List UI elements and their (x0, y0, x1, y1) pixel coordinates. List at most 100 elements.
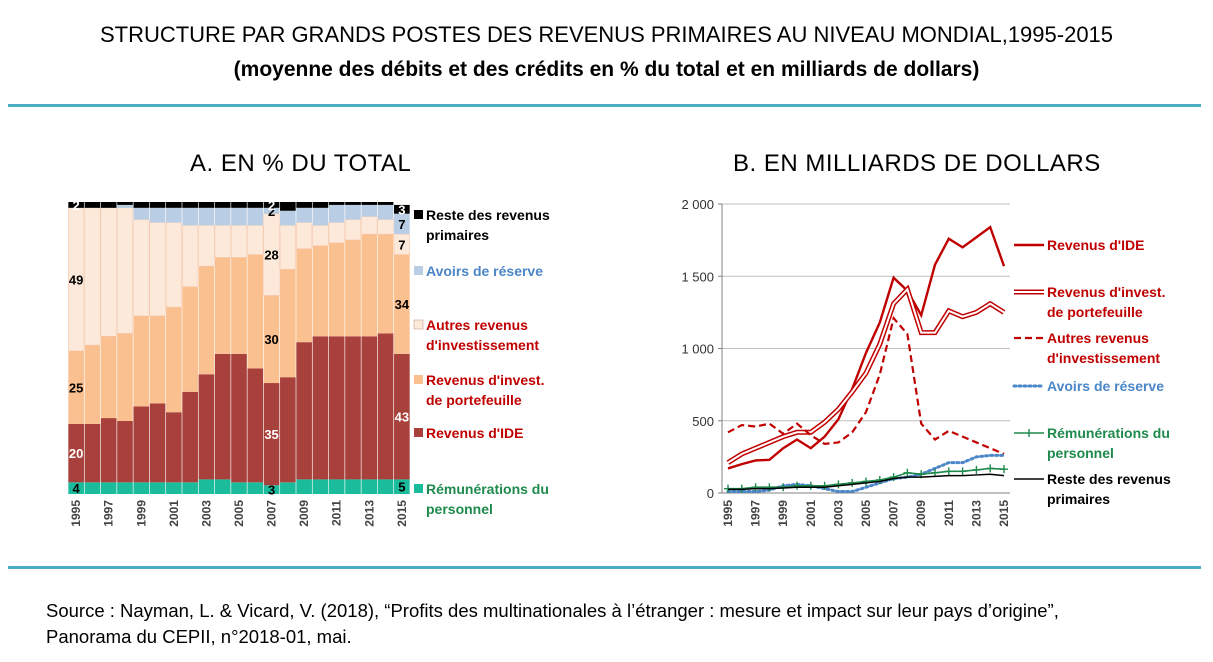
bar-revenus-d-ide-2005 (231, 353, 247, 483)
bar-revenus-d-invest-de-portefeuille-2006 (247, 254, 264, 369)
bar-reste-des-revenus-primaires-2008 (280, 202, 296, 211)
legend-label-autres-revenus-d-investissement-line-2: d'investissement (426, 337, 539, 353)
bar-avoirs-de-reserve-2007 (263, 207, 280, 214)
bar-revenus-d-invest-de-portefeuille-2003 (198, 266, 215, 375)
legend-label-reste-des-revenus-primaires: Reste des revenus (1047, 471, 1171, 487)
bar-remunerations-du-personnel-2003 (198, 479, 215, 494)
bar-avoirs-de-reserve-2005 (231, 207, 247, 226)
line-remunerations-du-personnel-marker-2013 (972, 465, 981, 474)
line-autres-revenus-d-investissement (727, 315, 1005, 455)
x-tick-2003: 2003 (199, 500, 213, 527)
line-remunerations-du-personnel-marker-2006 (875, 475, 884, 484)
y-tick-label-1000: 1 000 (681, 342, 714, 357)
bar-revenus-d-invest-de-portefeuille-2013 (361, 234, 378, 337)
bar-revenus-d-ide-1995 (68, 423, 84, 483)
legend-swatch-revenus-d-ide (414, 428, 423, 437)
x-tick-2011: 2011 (942, 500, 956, 526)
data-label-revenus-d-ide-2015: 43 (395, 410, 409, 425)
legend-label-revenus-d-ide: Revenus d'IDE (1047, 237, 1144, 253)
line-reste-des-revenus-primaires (728, 473, 1005, 491)
bar-remunerations-du-personnel-2011 (328, 479, 345, 494)
legend-label-reste-des-revenus-primaires-line-2: primaires (1047, 491, 1110, 507)
bar-revenus-d-invest-de-portefeuille-1996 (84, 345, 101, 424)
bar-revenus-d-ide-2009 (296, 342, 312, 480)
data-label-reste-des-revenus-primaires-2015: 3 (398, 202, 405, 217)
bar-revenus-d-ide-2003 (198, 374, 215, 480)
bar-reste-des-revenus-primaires-2014 (377, 202, 394, 205)
legend-swatch-remunerations-du-personnel (414, 484, 423, 493)
bar-reste-des-revenus-primaires-2010 (312, 202, 329, 208)
bar-remunerations-du-personnel-2015 (394, 479, 410, 494)
bar-revenus-d-ide-2002 (182, 391, 198, 483)
bar-revenus-d-invest-de-portefeuille-2005 (231, 257, 247, 354)
bar-remunerations-du-personnel-2012 (345, 479, 361, 494)
bar-revenus-d-invest-de-portefeuille-2014 (377, 234, 394, 334)
bar-avoirs-de-reserve-2002 (182, 207, 198, 226)
bar-reste-des-revenus-primaires-2005 (231, 202, 247, 208)
bar-remunerations-du-personnel-2001 (166, 482, 182, 494)
bar-remunerations-du-personnel-1995 (68, 482, 84, 494)
legend-swatch-reste-des-revenus-primaires (414, 210, 423, 219)
bar-revenus-d-ide-2001 (166, 412, 182, 483)
bar-revenus-d-ide-1999 (133, 406, 150, 483)
bar-autres-revenus-d-investissement-2003 (198, 225, 215, 267)
bar-reste-des-revenus-primaires-2000 (149, 202, 166, 208)
data-label-revenus-d-invest-de-portefeuille-2015: 34 (395, 297, 410, 312)
x-tick-2007: 2007 (265, 500, 279, 527)
bar-autres-revenus-d-investissement-2008 (279, 225, 296, 270)
bar-autres-revenus-d-investissement-2005 (230, 225, 248, 258)
bar-autres-revenus-d-investissement-1997 (100, 207, 117, 337)
bar-revenus-d-invest-de-portefeuille-1998 (117, 333, 133, 421)
data-label-remunerations-du-personnel-2007: 3 (268, 483, 275, 498)
y-tick-label-0: 0 (707, 486, 714, 501)
bar-avoirs-de-reserve-2001 (166, 207, 182, 223)
chart-b-line-chart: 0 500 1 000 1 500 2 000 1995 1997 1999 2001 2003 2… (681, 197, 1171, 527)
data-label-remunerations-du-personnel-2015: 5 (398, 480, 405, 495)
y-tick-label-1500: 1 500 (681, 269, 714, 284)
bar-remunerations-du-personnel-1997 (100, 482, 117, 494)
line-remunerations-du-personnel-marker-2001 (806, 481, 815, 490)
bar-reste-des-revenus-primaires-1998 (117, 202, 133, 205)
bar-avoirs-de-reserve-1998 (117, 204, 133, 208)
source-note: Source : Nayman, L. & Vicard, V. (2018),… (46, 598, 1059, 650)
bar-avoirs-de-reserve-2006 (247, 207, 264, 226)
bar-autres-revenus-d-investissement-2002 (182, 225, 199, 287)
bar-remunerations-du-personnel-2000 (149, 482, 166, 494)
legend-label-remunerations-du-personnel: Rémunérations du (1047, 425, 1170, 441)
bar-autres-revenus-d-investissement-2000 (149, 222, 166, 317)
data-label-autres-revenus-d-investissement-2007: 28 (264, 248, 278, 263)
legend-label-autres-revenus-d-investissement: Autres revenus (1047, 330, 1149, 346)
line-remunerations-du-personnel-marker-2002 (820, 481, 829, 490)
bar-revenus-d-ide-2013 (361, 336, 378, 480)
bar-reste-des-revenus-primaires-1997 (100, 202, 117, 208)
line-remunerations-du-personnel-marker-2015 (1000, 465, 1008, 474)
x-tick-2013: 2013 (362, 500, 376, 527)
bar-remunerations-du-personnel-2007 (263, 485, 280, 494)
bar-revenus-d-invest-de-portefeuille-2012 (345, 239, 361, 337)
bar-autres-revenus-d-investissement-2004 (214, 225, 231, 258)
bar-remunerations-du-personnel-2004 (214, 479, 231, 494)
bar-reste-des-revenus-primaires-2004 (214, 202, 231, 208)
line-remunerations-du-personnel-marker-2008 (903, 468, 912, 477)
bar-revenus-d-invest-de-portefeuille-2008 (280, 269, 296, 378)
bar-revenus-d-invest-de-portefeuille-2010 (312, 245, 329, 337)
x-tick-2001: 2001 (804, 500, 818, 527)
bar-reste-des-revenus-primaires-2007 (263, 202, 280, 208)
bar-remunerations-du-personnel-2010 (312, 479, 329, 494)
bar-remunerations-du-personnel-1999 (133, 482, 150, 494)
chart-b-title: B. EN MILLIARDS DE DOLLARS (733, 150, 1101, 177)
chart-a-title: A. EN % DU TOTAL (190, 150, 412, 177)
bar-revenus-d-invest-de-portefeuille-1997 (100, 336, 117, 419)
bar-revenus-d-invest-de-portefeuille-2000 (149, 315, 166, 404)
bar-avoirs-de-reserve-2014 (377, 204, 394, 220)
bar-avoirs-de-reserve-2000 (149, 207, 166, 223)
bar-remunerations-du-personnel-2006 (247, 482, 264, 494)
bar-autres-revenus-d-investissement-1996 (84, 207, 101, 346)
legend-label-revenus-d-invest-de-portefeuille-line-2: de portefeuille (426, 392, 522, 408)
x-tick-1997: 1997 (102, 500, 116, 527)
bar-revenus-d-invest-de-portefeuille-2009 (296, 248, 312, 343)
bar-autres-revenus-d-investissement-2014 (377, 219, 394, 235)
legend-label-revenus-d-invest-de-portefeuille: Revenus d'invest. (426, 372, 544, 388)
legend-label-autres-revenus-d-investissement-line-2: d'investissement (1047, 350, 1160, 366)
bar-avoirs-de-reserve-2009 (296, 207, 312, 223)
